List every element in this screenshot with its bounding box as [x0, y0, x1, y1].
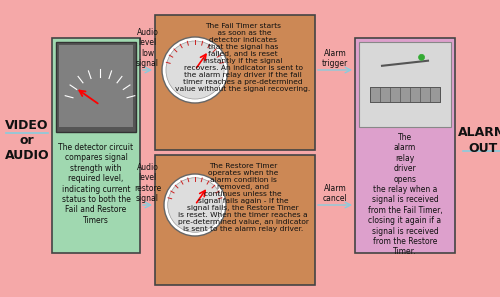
Bar — [155, 15, 315, 150]
Circle shape — [166, 41, 224, 99]
Bar — [59, 45, 133, 127]
Bar — [56, 42, 136, 132]
Text: The Restore Timer
operates when the
alarm condition is
removed, and
continues un: The Restore Timer operates when the alar… — [178, 163, 308, 232]
Text: The
alarm
relay
driver
opens
the relay when a
signal is received
from the Fail T: The alarm relay driver opens the relay w… — [368, 133, 442, 256]
Text: Alarm
trigger: Alarm trigger — [322, 49, 348, 68]
Text: Audio
level
low
signal: Audio level low signal — [136, 28, 159, 68]
Text: Audio
level
restore
signal: Audio level restore signal — [134, 163, 161, 203]
Circle shape — [164, 174, 226, 236]
Circle shape — [168, 178, 222, 232]
Bar — [355, 38, 455, 253]
Bar — [359, 42, 451, 127]
Text: ALARM
OUT: ALARM OUT — [458, 127, 500, 154]
Bar — [370, 87, 440, 102]
Bar — [52, 38, 140, 253]
Circle shape — [418, 54, 424, 60]
Text: VIDEO
or
AUDIO: VIDEO or AUDIO — [4, 119, 50, 162]
Bar — [155, 155, 315, 285]
Text: The Fail Timer starts
 as soon as the
detector indicates
that the signal has
fai: The Fail Timer starts as soon as the det… — [176, 23, 310, 92]
Circle shape — [162, 37, 228, 103]
Text: Alarm
cancel: Alarm cancel — [322, 184, 347, 203]
Text: The detector circuit
compares signal
strength with
required level,
indicating cu: The detector circuit compares signal str… — [58, 143, 134, 225]
